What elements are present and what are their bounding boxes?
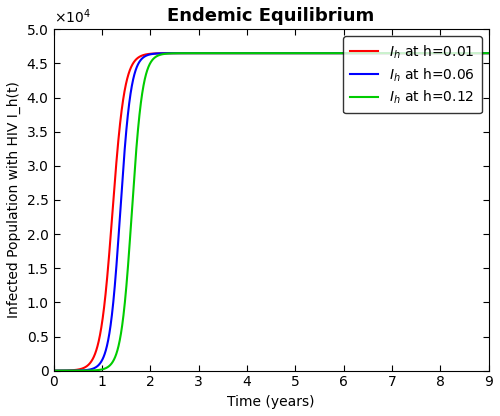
$I_h$ at h=0.12 (50, 368, 56, 373)
Line: $I_h$ at h=0.01: $I_h$ at h=0.01 (54, 53, 488, 371)
$I_h$ at h=0.06 (312, 51, 318, 56)
X-axis label: Time (years): Time (years) (228, 395, 315, 409)
Legend: $I_h$ at h=0.01, $I_h$ at h=0.06, $I_h$ at h=0.12: $I_h$ at h=0.01, $I_h$ at h=0.06, $I_h$ … (343, 36, 481, 114)
Line: $I_h$ at h=0.12: $I_h$ at h=0.12 (54, 53, 488, 371)
$I_h$ at h=0.01 (332, 51, 338, 56)
$I_h$ at h=0.12 (376, 51, 382, 56)
$I_h$ at h=0.06 (130, 80, 136, 85)
$I_h$ at h=0.06 (334, 51, 340, 56)
$I_h$ at h=0.01 (50, 368, 56, 373)
$I_h$ at h=0.12 (334, 51, 340, 56)
$I_h$ at h=0.01 (486, 51, 492, 56)
Title: Endemic Equilibrium: Endemic Equilibrium (168, 7, 374, 25)
$I_h$ at h=0.01 (334, 51, 340, 56)
$I_h$ at h=0.06 (50, 368, 56, 373)
$I_h$ at h=0.06 (486, 51, 492, 56)
$I_h$ at h=0.01 (216, 51, 222, 56)
$I_h$ at h=0.12 (486, 51, 492, 56)
$I_h$ at h=0.01 (408, 51, 414, 56)
$I_h$ at h=0.06 (376, 51, 382, 56)
$I_h$ at h=0.12 (216, 51, 222, 56)
$I_h$ at h=0.06 (408, 51, 414, 56)
$I_h$ at h=0.12 (130, 199, 136, 204)
$I_h$ at h=0.01 (130, 62, 136, 67)
$I_h$ at h=0.01 (312, 51, 318, 56)
$I_h$ at h=0.01 (376, 51, 382, 56)
$I_h$ at h=0.06 (314, 51, 320, 56)
$I_h$ at h=0.06 (216, 51, 222, 56)
$I_h$ at h=0.12 (312, 51, 318, 56)
Line: $I_h$ at h=0.06: $I_h$ at h=0.06 (54, 53, 488, 371)
Y-axis label: Infected Population with HIV I_h(t): Infected Population with HIV I_h(t) (7, 82, 21, 318)
$I_h$ at h=0.12 (326, 51, 332, 56)
$I_h$ at h=0.12 (408, 51, 414, 56)
Text: $\times 10^4$: $\times 10^4$ (54, 7, 90, 26)
